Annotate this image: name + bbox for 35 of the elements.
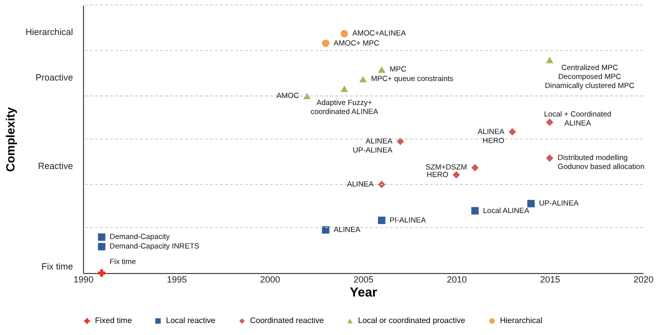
point: [378, 66, 386, 73]
point: [546, 56, 554, 64]
point: [359, 76, 367, 82]
legend-label: Local or coordinated proactive: [358, 316, 466, 325]
point: [527, 200, 535, 208]
text: Reactive: [38, 160, 73, 171]
legend-label: Coordinated reactive: [250, 316, 324, 325]
y-axis-title: Complexity: [4, 106, 18, 172]
x-tick-label: 2010: [446, 274, 467, 284]
x-tick-label: 1995: [166, 274, 187, 284]
text: Proactive: [35, 72, 73, 82]
point: [98, 233, 106, 241]
x-tick-label: 1990: [73, 274, 94, 284]
point: [471, 207, 479, 214]
point: [322, 40, 330, 47]
point: [340, 30, 348, 38]
point: [340, 86, 348, 92]
x-axis-title: Year: [350, 284, 378, 300]
x-tick-label: 2020: [633, 274, 654, 284]
text: Hierarchical: [25, 26, 73, 37]
x-tick-label: 2000: [260, 274, 280, 284]
point: [378, 216, 386, 224]
legend-label: Hierarchical: [500, 316, 542, 325]
point: [546, 118, 554, 126]
legend-label: Local reactive: [166, 316, 216, 325]
point: [98, 242, 106, 250]
legend-label: Fixed time: [95, 316, 132, 325]
point: [98, 269, 106, 277]
point: [452, 171, 460, 179]
point: [508, 128, 516, 136]
point: [322, 226, 330, 234]
point: [546, 154, 554, 162]
x-tick-label: 2005: [353, 274, 374, 284]
text: Fix time: [42, 261, 73, 272]
x-tick-label: 2015: [540, 274, 560, 284]
